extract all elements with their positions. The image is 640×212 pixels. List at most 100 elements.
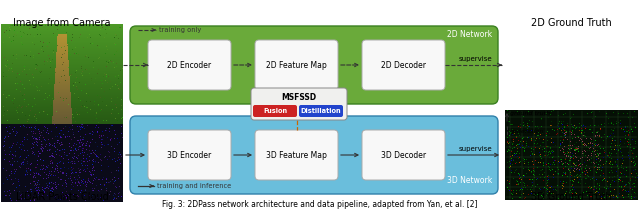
Bar: [57, 47, 68, 49]
Text: Distillation: Distillation: [301, 108, 341, 114]
Bar: [54, 89, 70, 91]
Text: training only: training only: [159, 27, 201, 33]
Bar: [53, 107, 72, 109]
Bar: [1, 94, 123, 95]
Bar: [54, 96, 71, 98]
Text: ground truth: ground truth: [510, 112, 550, 117]
FancyBboxPatch shape: [253, 105, 297, 117]
Bar: [53, 106, 71, 107]
Bar: [54, 88, 70, 90]
Text: 3D Network: 3D Network: [447, 176, 492, 185]
Text: 3D Decoder: 3D Decoder: [381, 151, 426, 159]
Bar: [1, 40, 123, 41]
Bar: [1, 113, 123, 114]
Bar: [57, 42, 67, 44]
Bar: [56, 56, 68, 57]
Bar: [1, 99, 123, 100]
Bar: [54, 93, 71, 95]
Text: Fusion: Fusion: [263, 108, 287, 114]
Bar: [57, 50, 68, 52]
Bar: [1, 52, 123, 53]
Bar: [1, 121, 123, 122]
Bar: [1, 58, 123, 59]
Bar: [55, 82, 70, 84]
Bar: [54, 85, 70, 86]
Bar: [1, 43, 123, 44]
Bar: [1, 45, 123, 46]
Bar: [1, 84, 123, 85]
Bar: [54, 85, 70, 87]
Bar: [56, 64, 69, 65]
FancyBboxPatch shape: [255, 40, 338, 90]
Bar: [56, 61, 69, 63]
Text: supervise: supervise: [459, 146, 493, 152]
Bar: [57, 38, 67, 39]
Bar: [53, 103, 71, 105]
FancyBboxPatch shape: [362, 40, 445, 90]
Bar: [56, 60, 69, 62]
Bar: [1, 81, 123, 82]
Bar: [1, 48, 123, 49]
Bar: [57, 42, 67, 43]
Bar: [1, 96, 123, 97]
Bar: [55, 75, 70, 77]
Bar: [52, 121, 72, 123]
Bar: [1, 124, 123, 202]
FancyBboxPatch shape: [255, 130, 338, 180]
Bar: [1, 55, 123, 56]
Bar: [1, 114, 123, 115]
Bar: [54, 95, 71, 97]
Bar: [1, 102, 123, 103]
Bar: [1, 110, 123, 111]
Bar: [52, 123, 72, 124]
Bar: [56, 52, 68, 53]
Bar: [1, 42, 123, 43]
Text: 2D Ground Truth: 2D Ground Truth: [531, 18, 611, 28]
Bar: [57, 40, 67, 42]
Bar: [1, 118, 123, 119]
FancyBboxPatch shape: [130, 26, 498, 104]
Bar: [1, 97, 123, 98]
Bar: [1, 104, 123, 105]
Bar: [1, 111, 123, 112]
Bar: [1, 116, 123, 117]
Bar: [1, 31, 123, 32]
Bar: [54, 91, 70, 92]
Bar: [1, 92, 123, 93]
Text: Image from Camera: Image from Camera: [13, 18, 111, 28]
Bar: [1, 95, 123, 96]
Bar: [53, 113, 72, 115]
Bar: [1, 65, 123, 66]
Bar: [56, 59, 68, 60]
Bar: [1, 68, 123, 69]
FancyBboxPatch shape: [362, 130, 445, 180]
Bar: [53, 105, 71, 106]
Bar: [1, 83, 123, 84]
Bar: [53, 100, 71, 102]
Bar: [1, 82, 123, 83]
Bar: [55, 74, 69, 75]
Bar: [57, 39, 67, 41]
Bar: [1, 50, 123, 51]
Bar: [1, 91, 123, 92]
Bar: [58, 35, 67, 36]
Bar: [1, 61, 123, 62]
Bar: [1, 41, 123, 42]
Bar: [56, 53, 68, 54]
Bar: [1, 34, 123, 35]
Bar: [56, 57, 68, 59]
Bar: [1, 109, 123, 110]
Bar: [53, 113, 72, 114]
Bar: [57, 46, 68, 47]
Bar: [55, 81, 70, 82]
Bar: [1, 75, 123, 76]
Bar: [1, 90, 123, 91]
Bar: [54, 98, 71, 99]
Bar: [1, 36, 123, 37]
Bar: [1, 28, 123, 29]
Bar: [57, 49, 68, 51]
Bar: [1, 30, 123, 31]
Bar: [1, 100, 123, 101]
Bar: [56, 67, 69, 68]
Bar: [1, 93, 123, 94]
